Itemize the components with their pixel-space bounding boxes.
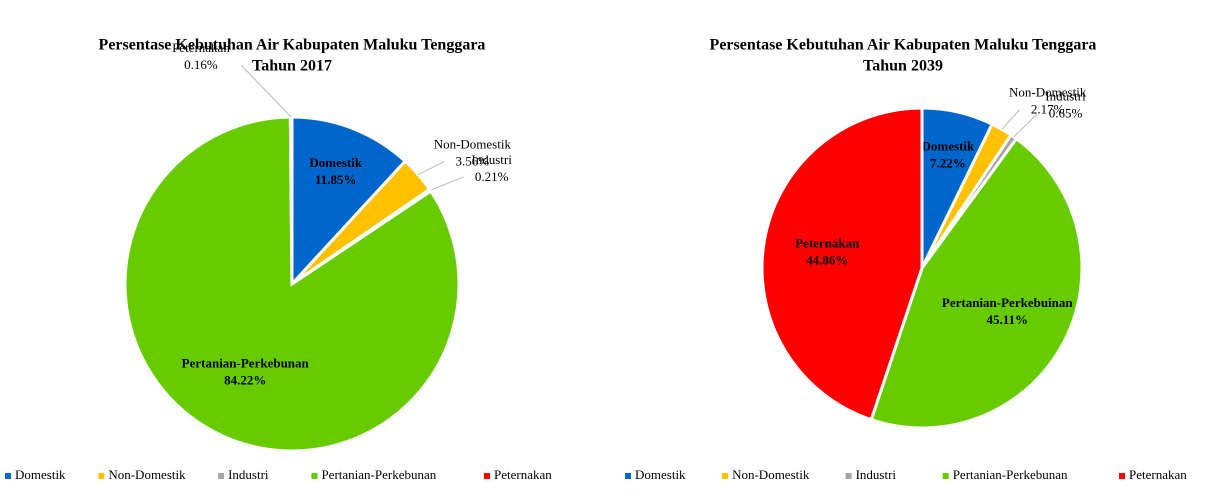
leader-line xyxy=(417,161,445,176)
slice-label: Domestik xyxy=(309,155,362,170)
legend-label: Domestik xyxy=(15,467,66,482)
pie-slice xyxy=(290,115,408,288)
value-label: 2.17% xyxy=(1031,102,1065,117)
legend-label: Peternakan xyxy=(494,467,552,482)
chart-subtitle: Tahun 2017 xyxy=(252,58,332,75)
slice-label: Non-Domestik xyxy=(1009,85,1087,100)
value-label: 84.22% xyxy=(224,373,266,388)
legend-label: Domestik xyxy=(635,467,686,482)
legend-swatch xyxy=(722,473,729,479)
leader-line xyxy=(1001,109,1021,130)
value-label: 3.56% xyxy=(456,154,490,169)
slice-label: Non-Domestik xyxy=(434,137,512,152)
legend-swatch xyxy=(5,473,11,479)
value-label: 0.65% xyxy=(1049,106,1083,121)
leader-line xyxy=(240,64,292,118)
pie-slice xyxy=(288,115,294,285)
legend-swatch xyxy=(845,473,852,479)
value-label: 11.85% xyxy=(315,172,357,187)
legend-label: Pertanian-Perkebunan xyxy=(321,467,436,482)
slice-label: Pertanian-Perkebunan xyxy=(182,356,310,371)
legend-swatch xyxy=(311,473,318,479)
legend-swatch xyxy=(625,473,631,479)
value-label: 44.86% xyxy=(806,253,848,268)
legend-label: Non-Domestik xyxy=(732,467,810,482)
value-label: 0.21% xyxy=(475,169,509,184)
chart-subtitle: Tahun 2039 xyxy=(863,58,943,75)
leader-line xyxy=(1013,113,1038,138)
legend-label: Pertanian-Perkebunan xyxy=(953,467,1068,482)
slice-label: Pertanian-Perkebuinan xyxy=(942,295,1073,310)
slice-label: Peternakan xyxy=(795,236,860,251)
value-label: 45.11% xyxy=(987,312,1029,327)
legend-swatch xyxy=(942,473,949,479)
legend-swatch xyxy=(1119,473,1125,479)
legend-label: Industri xyxy=(228,467,269,482)
slice-label: Peternakan xyxy=(172,40,230,55)
leader-line xyxy=(430,176,464,191)
legend-swatch xyxy=(484,473,490,479)
slice-label: Industri xyxy=(1045,89,1086,104)
pie-slice xyxy=(760,106,924,422)
value-label: 7.22% xyxy=(930,156,966,171)
slice-label: Domestik xyxy=(922,139,975,154)
legend-swatch xyxy=(218,473,225,479)
chart-title: Persentase Kebutuhan Air Kabupaten Maluk… xyxy=(710,37,1097,54)
pie-slice xyxy=(869,136,1084,430)
legend-label: Non-Domestik xyxy=(108,467,186,482)
chart-title: Persentase Kebutuhan Air Kabupaten Maluk… xyxy=(99,37,486,54)
legend-label: Peternakan xyxy=(1129,467,1187,482)
slice-label: Industri xyxy=(471,152,512,167)
legend-label: Industri xyxy=(856,467,897,482)
value-label: 0.16% xyxy=(184,57,218,72)
legend-swatch xyxy=(98,473,105,479)
